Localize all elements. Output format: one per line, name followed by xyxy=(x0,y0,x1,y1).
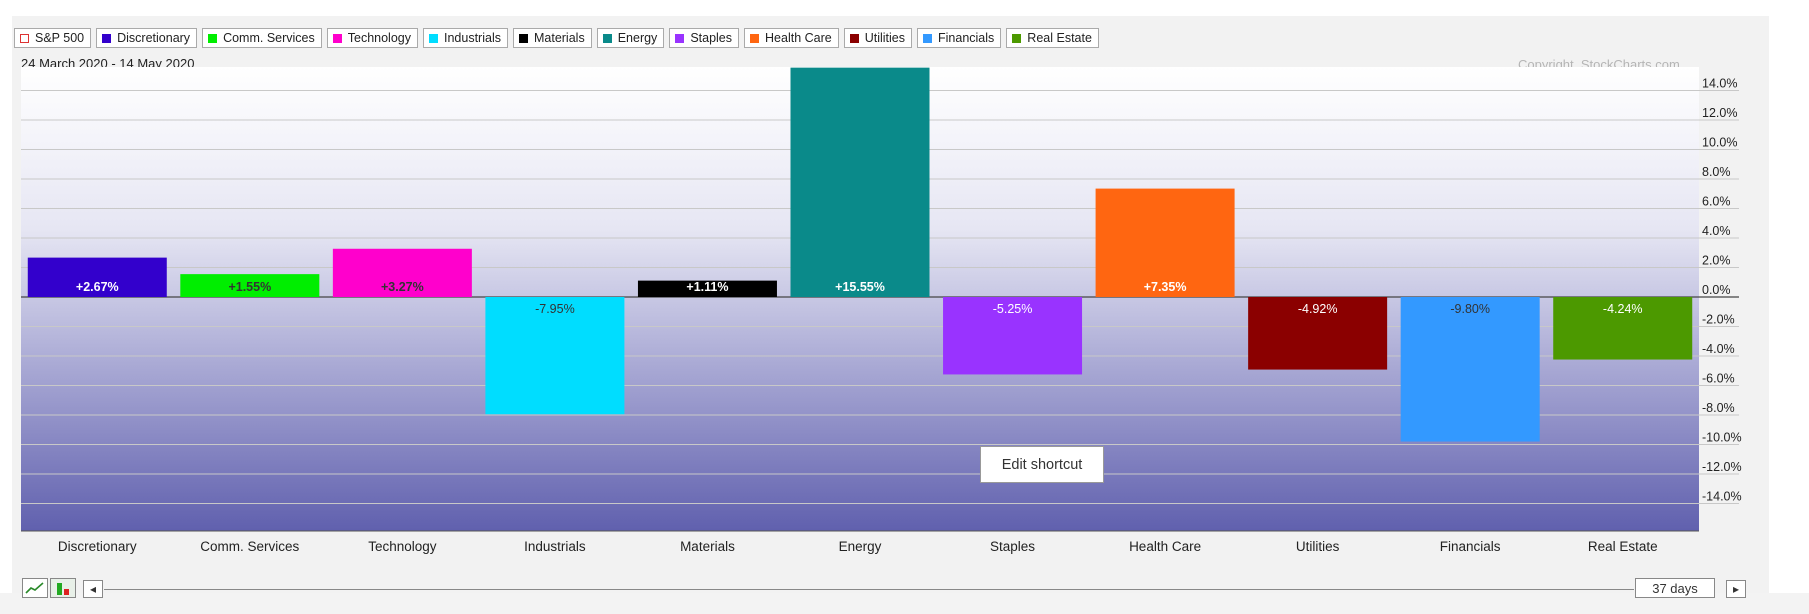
bar-discretionary[interactable] xyxy=(27,257,167,297)
x-category-label: Industrials xyxy=(524,539,586,554)
legend-swatch xyxy=(675,33,685,43)
bar-real-estate[interactable] xyxy=(1553,297,1693,360)
legend-label: Technology xyxy=(347,31,411,45)
legend-swatch xyxy=(1012,33,1022,43)
x-category-label: Discretionary xyxy=(58,539,137,554)
x-axis: Discretionary Comm. Services Technology Ind… xyxy=(58,539,1658,554)
bar-value-label: -4.92% xyxy=(1298,302,1338,316)
legend-label: S&P 500 xyxy=(35,31,85,45)
legend-swatch xyxy=(923,33,933,43)
bar-value-labels: +2.67% +1.55% +3.27% -7.95% +1.11% +15.55% -5.… xyxy=(76,280,1643,316)
legend-label: Materials xyxy=(533,31,585,45)
legend-item-financials[interactable]: Financials xyxy=(917,28,1002,48)
legend-item-utilities[interactable]: Utilities xyxy=(843,28,913,48)
legend-swatch xyxy=(332,33,342,43)
legend-swatch xyxy=(518,33,528,43)
legend-label: Discretionary xyxy=(117,31,191,45)
bar-value-label: +1.55% xyxy=(228,280,271,294)
legend-label: Financials xyxy=(938,31,995,45)
y-tick-label: 8.0% xyxy=(1702,165,1731,179)
bar-comm-services[interactable] xyxy=(180,274,320,297)
legend-item-real-estate[interactable]: Real Estate xyxy=(1006,28,1099,48)
legend-label: Comm. Services xyxy=(223,31,315,45)
y-tick-label: -12.0% xyxy=(1702,460,1742,474)
line-chart-toggle-icon[interactable] xyxy=(22,578,48,598)
legend-swatch xyxy=(750,33,760,43)
y-tick-label: 0.0% xyxy=(1702,283,1731,297)
legend-item-s-p-500[interactable]: S&P 500 xyxy=(14,28,92,48)
bar-value-label: +1.11% xyxy=(686,280,728,294)
legend-label: Real Estate xyxy=(1027,31,1092,45)
legend-swatch xyxy=(20,33,29,43)
legend-label: Staples xyxy=(690,31,733,45)
y-tick-label: 10.0% xyxy=(1702,136,1737,150)
y-tick-label: 12.0% xyxy=(1702,106,1737,120)
y-tick-label: -6.0% xyxy=(1702,372,1735,386)
bar-value-label: +3.27% xyxy=(381,280,424,294)
y-tick-label: -8.0% xyxy=(1702,401,1735,415)
legend-swatch xyxy=(102,33,112,43)
legend-swatch xyxy=(602,33,612,43)
bar-financials[interactable] xyxy=(1400,297,1540,442)
legend-label: Energy xyxy=(617,31,658,45)
bar-value-label: -7.95% xyxy=(535,302,575,316)
bar-technology[interactable] xyxy=(332,248,472,297)
period-scroll-thumb[interactable]: 37 days xyxy=(1635,578,1715,598)
y-tick-label: 2.0% xyxy=(1702,254,1731,268)
legend-item-comm-services[interactable]: Comm. Services xyxy=(202,28,322,48)
y-tick-label: -14.0% xyxy=(1702,490,1742,504)
x-category-label: Utilities xyxy=(1296,539,1340,554)
legend-item-discretionary[interactable]: Discretionary xyxy=(96,28,198,48)
bar-value-label: -5.25% xyxy=(993,302,1033,316)
x-category-label: Health Care xyxy=(1129,539,1201,554)
bar-health-care[interactable] xyxy=(1095,188,1235,297)
legend-item-technology[interactable]: Technology xyxy=(326,28,418,48)
legend-item-materials[interactable]: Materials xyxy=(512,28,592,48)
legend-item-staples[interactable]: Staples xyxy=(669,28,740,48)
x-category-label: Comm. Services xyxy=(200,539,299,554)
x-category-label: Energy xyxy=(839,539,882,554)
y-tick-label: -4.0% xyxy=(1702,342,1735,356)
legend-item-energy[interactable]: Energy xyxy=(596,28,665,48)
bar-value-label: +2.67% xyxy=(76,280,119,294)
legend-swatch xyxy=(208,33,218,43)
x-category-label: Real Estate xyxy=(1588,539,1658,554)
legend: S&P 500 Discretionary Comm. Services Techno… xyxy=(14,28,1099,48)
bar-energy[interactable] xyxy=(790,67,930,297)
legend-label: Industrials xyxy=(444,31,501,45)
x-category-label: Financials xyxy=(1440,539,1501,554)
period-scrollbar[interactable] xyxy=(104,589,1634,590)
legend-label: Utilities xyxy=(864,31,906,45)
bar-chart-toggle-icon[interactable] xyxy=(50,578,76,598)
x-category-label: Technology xyxy=(368,539,437,554)
y-tick-label: 6.0% xyxy=(1702,195,1731,209)
bar-value-label: -4.24% xyxy=(1603,302,1643,316)
y-axis: 14.0% 12.0% 10.0% 8.0% 6.0% 4.0% 2.0% 0.0% -2.0%… xyxy=(1702,77,1742,504)
x-category-label: Staples xyxy=(990,539,1035,554)
edit-shortcut-tooltip: Edit shortcut xyxy=(980,446,1104,483)
y-tick-label: 4.0% xyxy=(1702,224,1731,238)
legend-swatch xyxy=(849,33,859,43)
bar-value-label: +7.35% xyxy=(1144,280,1187,294)
bar-utilities[interactable] xyxy=(1248,297,1388,370)
bar-value-label: -9.80% xyxy=(1450,302,1490,316)
bar-industrials[interactable] xyxy=(485,297,625,415)
y-tick-label: 14.0% xyxy=(1702,77,1737,91)
footer-bar xyxy=(0,593,1809,614)
bars xyxy=(27,67,1693,442)
legend-label: Health Care xyxy=(765,31,832,45)
legend-item-health-care[interactable]: Health Care xyxy=(744,28,839,48)
scroll-right-button[interactable]: ▸ xyxy=(1726,580,1746,598)
legend-swatch xyxy=(429,33,438,43)
bar-value-label: +15.55% xyxy=(835,280,885,294)
legend-item-industrials[interactable]: Industrials xyxy=(423,28,508,48)
x-category-label: Materials xyxy=(680,539,735,554)
y-tick-label: -10.0% xyxy=(1702,431,1742,445)
scroll-left-button[interactable]: ◂ xyxy=(83,580,103,598)
bar-staples[interactable] xyxy=(943,297,1083,375)
y-tick-label: -2.0% xyxy=(1702,313,1735,327)
bar-materials[interactable] xyxy=(637,280,777,297)
